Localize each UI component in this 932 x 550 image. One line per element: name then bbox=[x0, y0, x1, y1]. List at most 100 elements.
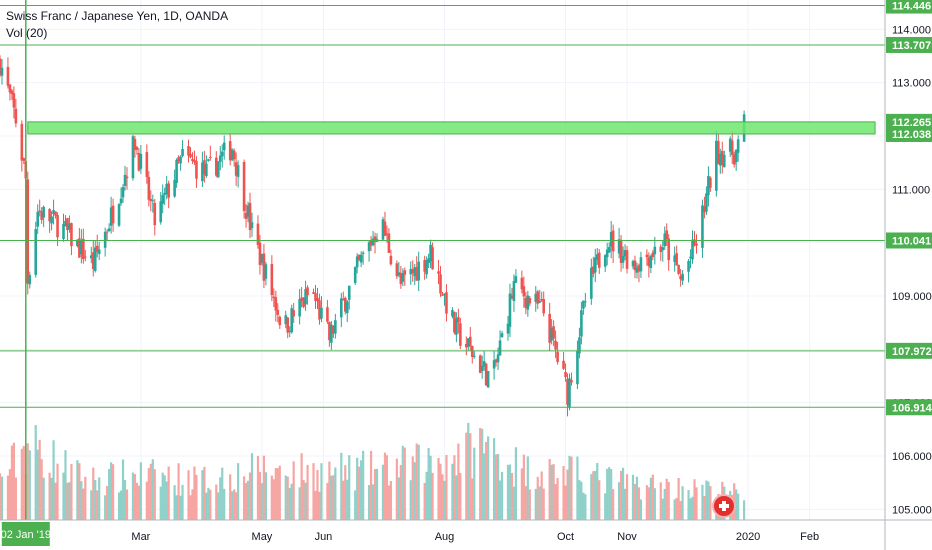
candle-body bbox=[6, 66, 10, 86]
volume-bar bbox=[358, 466, 361, 520]
volume-bar bbox=[467, 422, 470, 520]
volume-bar bbox=[481, 428, 484, 520]
candle-body bbox=[482, 361, 486, 367]
candle-body bbox=[12, 93, 16, 108]
volume-bar bbox=[645, 485, 648, 520]
volume-bar bbox=[229, 474, 232, 520]
volume-bar bbox=[496, 453, 500, 520]
candle-body bbox=[66, 218, 69, 231]
candle-body bbox=[478, 355, 482, 373]
level-price-label: 114.446 bbox=[892, 1, 931, 13]
candle-body bbox=[288, 330, 292, 332]
candle-body bbox=[371, 238, 375, 246]
volume-bar bbox=[681, 486, 684, 520]
candle-body bbox=[409, 268, 413, 275]
volume-bar bbox=[651, 474, 654, 520]
candle-body bbox=[147, 177, 151, 200]
volume-bar bbox=[62, 472, 65, 520]
level-price-label: 113.707 bbox=[892, 40, 931, 52]
candle-body bbox=[209, 156, 212, 158]
candle-body bbox=[242, 161, 246, 211]
volume-bar bbox=[695, 487, 698, 520]
volume-bar bbox=[36, 449, 39, 520]
volume-bar bbox=[395, 458, 398, 520]
volume-bar bbox=[373, 468, 377, 520]
candle-body bbox=[97, 249, 101, 254]
candle-body bbox=[576, 350, 579, 385]
volume-bar bbox=[290, 483, 293, 520]
level-price-label-bg bbox=[886, 399, 932, 416]
candle-body bbox=[719, 153, 722, 166]
candle-body bbox=[256, 223, 260, 245]
candle-body bbox=[457, 317, 460, 323]
volume-bar bbox=[276, 468, 279, 520]
candle-body bbox=[89, 255, 93, 259]
add-alert-icon[interactable] bbox=[712, 494, 736, 518]
candle-body bbox=[373, 236, 377, 242]
candle-body bbox=[607, 247, 611, 253]
volume-bar bbox=[371, 484, 375, 520]
candle-body bbox=[401, 273, 405, 282]
candle-body bbox=[403, 270, 407, 275]
crosshair-date-label-bg bbox=[1, 522, 50, 546]
volume-bar bbox=[14, 477, 17, 520]
candle-body bbox=[167, 183, 170, 198]
candle-body bbox=[298, 299, 301, 317]
candle-body bbox=[207, 159, 210, 161]
volume-bar bbox=[42, 477, 45, 520]
candle-body bbox=[595, 254, 599, 261]
volume-bar bbox=[437, 457, 440, 520]
candle-body bbox=[496, 354, 500, 363]
volume-bar bbox=[483, 453, 486, 520]
candle-body bbox=[70, 223, 73, 247]
candle-body bbox=[484, 363, 488, 386]
candle-body bbox=[286, 317, 290, 333]
candle-body bbox=[278, 316, 282, 326]
volume-bar bbox=[318, 491, 321, 520]
volume-bar bbox=[26, 443, 29, 520]
candle-body bbox=[603, 255, 607, 267]
candle-body bbox=[465, 343, 468, 348]
volume-bar bbox=[689, 498, 692, 520]
volume-bar bbox=[181, 484, 184, 520]
candle-body bbox=[135, 146, 139, 150]
volume-bar bbox=[385, 455, 389, 520]
candle-body bbox=[159, 201, 163, 223]
candle-body bbox=[306, 287, 309, 296]
candle-body bbox=[445, 292, 448, 314]
candle-body bbox=[8, 84, 12, 93]
volume-bar bbox=[411, 456, 414, 520]
candle-body bbox=[119, 198, 123, 204]
candle-body bbox=[609, 232, 613, 247]
volume-bar bbox=[237, 463, 240, 520]
candle-body bbox=[137, 153, 141, 171]
candle-body bbox=[232, 150, 236, 160]
volume-bar bbox=[608, 467, 611, 520]
candle-body bbox=[93, 247, 97, 271]
volume-bar bbox=[139, 462, 142, 520]
candle-body bbox=[695, 243, 698, 246]
volume-bar bbox=[625, 474, 629, 520]
volume-bar bbox=[90, 490, 93, 520]
candle-body bbox=[52, 210, 55, 215]
candle-body bbox=[218, 155, 222, 162]
candle-body bbox=[470, 345, 474, 357]
volume-bar bbox=[610, 469, 613, 520]
volume-bar bbox=[340, 452, 343, 520]
volume-bar bbox=[82, 488, 85, 520]
candle-body bbox=[163, 192, 166, 195]
candle-body bbox=[439, 274, 442, 294]
volume-bar bbox=[512, 486, 516, 520]
candle-body bbox=[647, 257, 651, 267]
candle-body bbox=[161, 195, 165, 204]
candle-body bbox=[103, 231, 107, 248]
candle-body bbox=[383, 221, 387, 236]
candle-body bbox=[395, 263, 399, 277]
candle-body bbox=[177, 157, 180, 162]
volume-bar bbox=[498, 480, 502, 520]
candle-body bbox=[314, 293, 317, 301]
volume-bar bbox=[637, 487, 641, 520]
volume-bar bbox=[578, 480, 581, 520]
